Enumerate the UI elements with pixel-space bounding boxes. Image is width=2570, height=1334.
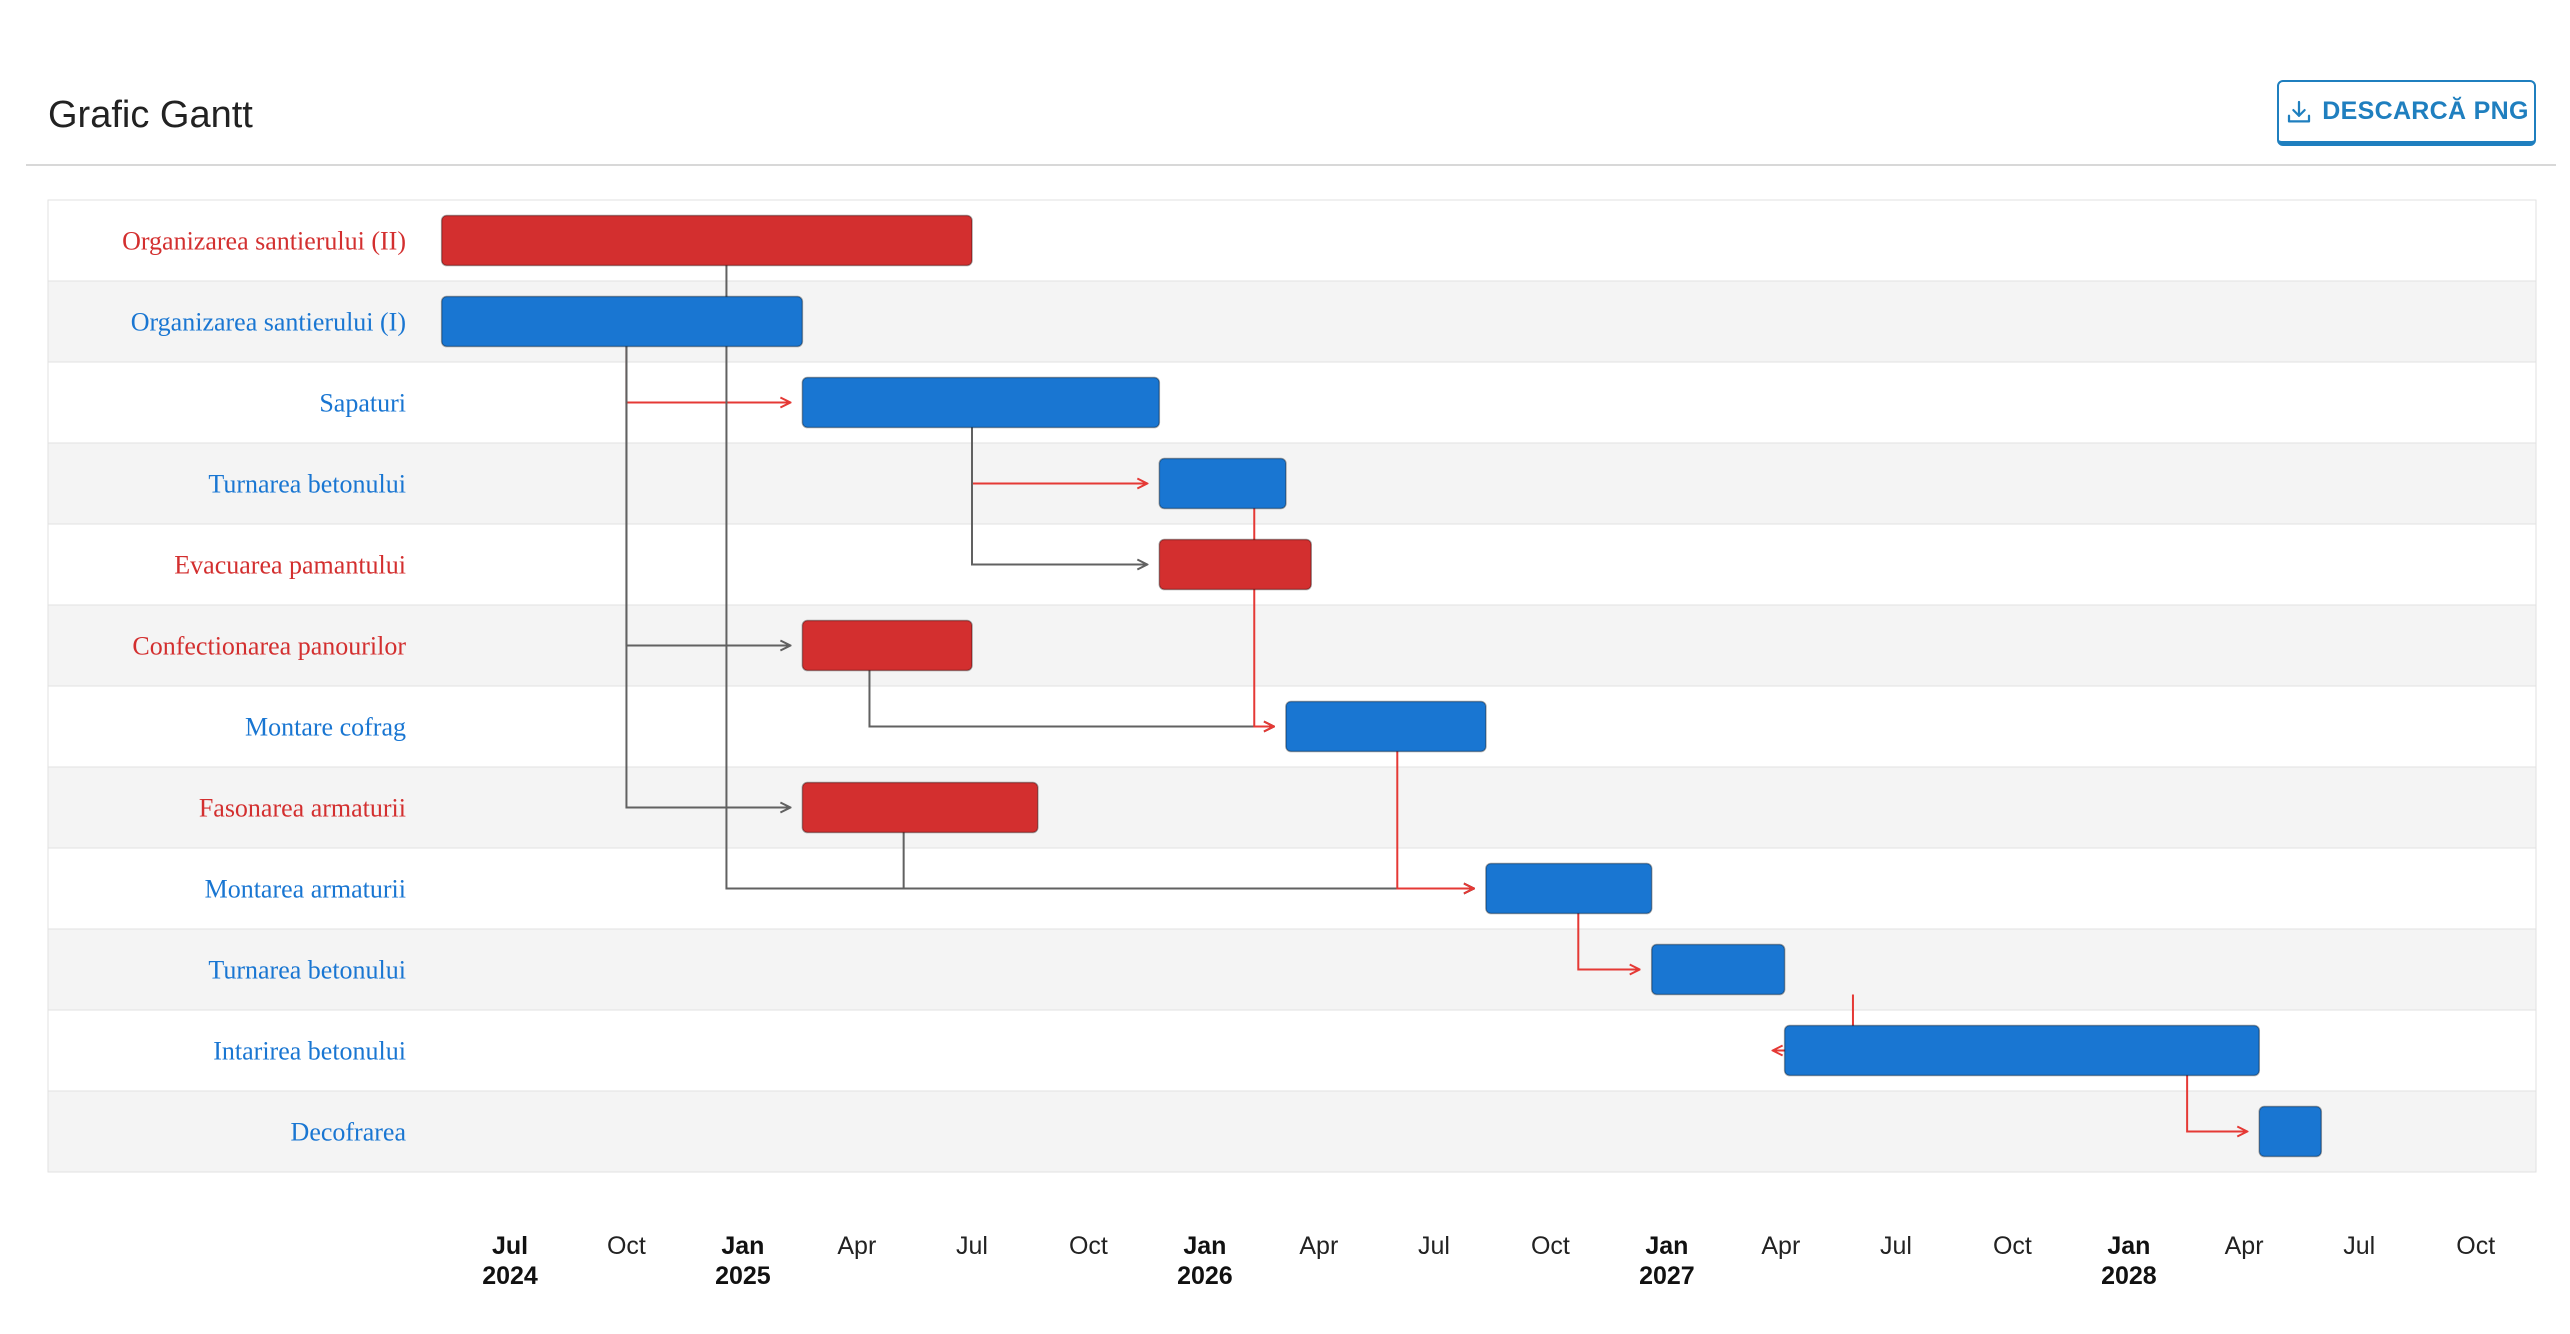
dependency-link <box>1577 913 1639 970</box>
axis-tick-label: Apr <box>2225 1232 2264 1260</box>
task-bar[interactable] <box>1285 700 1487 753</box>
row-band <box>47 199 2537 282</box>
row-band <box>47 442 2537 525</box>
axis-year-label: 2026 <box>1177 1262 1233 1290</box>
task-label: Evacuarea pamantului <box>174 551 406 580</box>
task-label: Organizarea santierului (II) <box>122 227 406 256</box>
task-bar[interactable] <box>1485 862 1653 915</box>
axis-tick-label: Jul <box>2343 1232 2375 1260</box>
download-png-button[interactable]: DESCARCĂ PNG <box>2277 80 2536 146</box>
axis-tick-label: Jul <box>1880 1232 1912 1260</box>
task-label: Montare cofrag <box>245 713 406 742</box>
task-label: Turnarea betonului <box>208 956 406 985</box>
axis-tick-label: Oct <box>1993 1232 2032 1260</box>
task-label: Confectionarea panourilor <box>132 632 406 661</box>
dependency-link <box>1396 751 1474 889</box>
task-bar[interactable] <box>801 376 1161 429</box>
axis-tick-label: Oct <box>1069 1232 1108 1260</box>
task-label: Fasonarea armaturii <box>199 794 406 823</box>
task-bar[interactable] <box>801 619 973 672</box>
axis-tick-label: Jul <box>956 1232 988 1260</box>
task-bar[interactable] <box>2258 1105 2323 1158</box>
axis-tick-label: Apr <box>1299 1232 1338 1260</box>
axis-tick-label: Jan <box>2107 1232 2150 1260</box>
axis-tick-label: Jul <box>1418 1232 1450 1260</box>
links-layer <box>625 265 2247 1132</box>
download-png-label: DESCARCĂ PNG <box>2322 97 2529 125</box>
task-label: Organizarea santierului (I) <box>131 308 406 337</box>
task-label: Sapaturi <box>319 389 406 418</box>
dependency-link <box>971 427 1147 565</box>
axis-year-label: 2024 <box>482 1262 538 1290</box>
axis-tick-label: Oct <box>607 1232 646 1260</box>
axis-year-label: 2025 <box>715 1262 771 1290</box>
task-bar[interactable] <box>440 214 973 267</box>
task-label: Intarirea betonului <box>213 1037 406 1066</box>
labels-layer: Organizarea santierului (II) Organizarea … <box>122 227 406 1147</box>
rows-layer <box>47 199 2537 1173</box>
dependency-link <box>2186 1075 2247 1132</box>
row-band <box>47 604 2537 687</box>
bars-layer <box>440 214 2323 1158</box>
axis-tick-label: Jan <box>721 1232 764 1260</box>
dependency-link <box>625 346 790 808</box>
axis-tick-label: Apr <box>837 1232 876 1260</box>
chart-header: Grafic Gantt DESCARCĂ PNG <box>0 0 2570 168</box>
row-band <box>47 766 2537 849</box>
axis-tick-label: Oct <box>1531 1232 1570 1260</box>
task-bar[interactable] <box>1650 943 1786 996</box>
task-label: Montarea armaturii <box>205 875 406 904</box>
task-label: Turnarea betonului <box>208 470 406 499</box>
row-band <box>47 361 2537 444</box>
page-title: Grafic Gantt <box>48 94 253 136</box>
axis-tick-label: Jan <box>1183 1232 1226 1260</box>
task-bar[interactable] <box>440 295 804 348</box>
task-bar[interactable] <box>801 781 1039 834</box>
dependency-link <box>902 832 1474 889</box>
axis-year-label: 2027 <box>1639 1262 1695 1290</box>
axis-tick-label: Jul <box>492 1232 528 1260</box>
axis-tick-label: Oct <box>2456 1232 2495 1260</box>
dependency-link <box>868 670 1273 727</box>
row-band <box>47 928 2537 1011</box>
axis-year-label: 2028 <box>2101 1262 2157 1290</box>
task-bar[interactable] <box>1783 1024 2261 1077</box>
task-bar[interactable] <box>1158 538 1312 591</box>
axis-tick-label: Apr <box>1761 1232 1800 1260</box>
row-band <box>47 1090 2537 1173</box>
task-bar[interactable] <box>1158 457 1287 510</box>
download-icon <box>2288 100 2311 122</box>
header-divider <box>26 164 2556 166</box>
axis-tick-label: Jan <box>1645 1232 1688 1260</box>
task-label: Decofrarea <box>291 1118 407 1147</box>
row-band <box>47 280 2537 363</box>
